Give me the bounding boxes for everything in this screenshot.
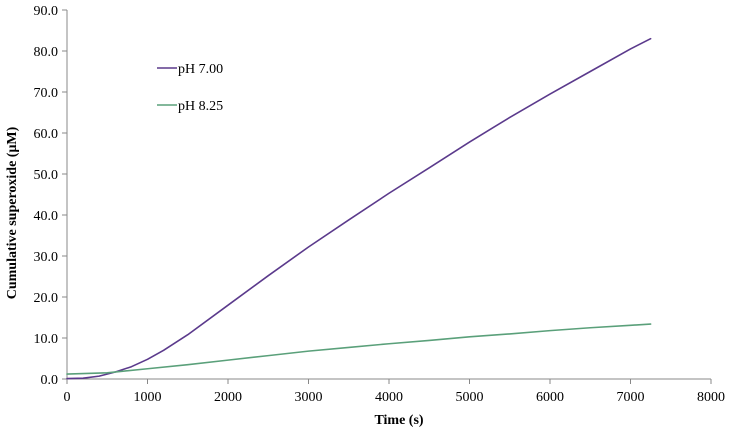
legend: pH 7.00 pH 8.25 xyxy=(157,62,223,114)
y-tick-label: 80.0 xyxy=(34,45,59,60)
y-tick-label: 40.0 xyxy=(34,209,59,224)
y-tick-label: 0.0 xyxy=(41,373,59,388)
x-tick-label: 8000 xyxy=(697,390,725,405)
x-tick-label: 7000 xyxy=(617,390,645,405)
y-axis-title: Cumulative superoxide (μM) xyxy=(5,126,20,299)
x-tick-label: 1000 xyxy=(134,390,162,405)
y-tick-label: 20.0 xyxy=(34,291,59,306)
series-layer xyxy=(66,37,652,380)
y-tick-label: 50.0 xyxy=(34,168,59,183)
x-tick-label: 4000 xyxy=(375,390,403,405)
axes: 0.0 10.0 20.0 30.0 40.0 50.0 60.0 70.0 80.0 90.0 0… xyxy=(34,4,726,405)
x-tick-label: 3000 xyxy=(295,390,323,405)
series-line-ph-7-00 xyxy=(66,37,652,380)
legend-label: pH 8.25 xyxy=(178,99,223,114)
y-tick-label: 70.0 xyxy=(34,86,59,101)
x-tick-label: 2000 xyxy=(214,390,242,405)
x-tick-label: 0 xyxy=(64,390,71,405)
y-tick-label: 10.0 xyxy=(34,332,59,347)
y-tick-label: 90.0 xyxy=(34,4,59,19)
series-line-ph-8-25 xyxy=(66,323,652,375)
y-tick-label: 30.0 xyxy=(34,250,59,265)
x-tick-label: 6000 xyxy=(536,390,564,405)
x-axis-title: Time (s) xyxy=(374,413,423,428)
x-tick-label: 5000 xyxy=(456,390,484,405)
legend-label: pH 7.00 xyxy=(178,62,223,77)
y-tick-label: 60.0 xyxy=(34,127,59,142)
